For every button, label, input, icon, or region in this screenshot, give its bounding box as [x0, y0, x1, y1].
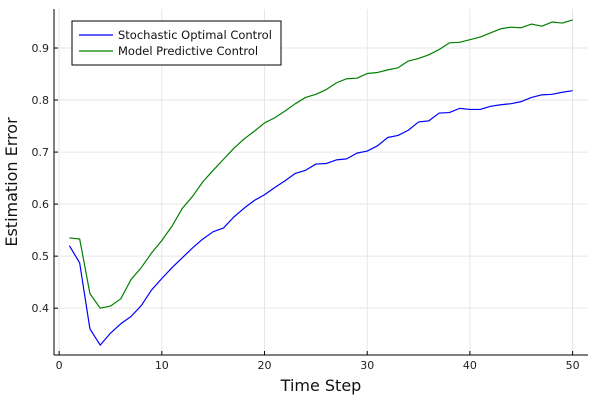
series-line-2 [69, 19, 573, 309]
legend-label: Stochastic Optimal Control [118, 28, 272, 42]
series-line-1 [68, 90, 573, 346]
y-tick-label: 0.8 [32, 94, 50, 107]
data-series [68, 19, 573, 346]
axes [53, 9, 588, 356]
x-tick-label: 0 [56, 359, 63, 372]
y-tick-label: 0.4 [32, 302, 50, 315]
y-tick-label: 0.9 [32, 42, 50, 55]
x-tick-label: 30 [360, 359, 374, 372]
legend-box [71, 20, 282, 66]
x-tick-label: 20 [258, 359, 272, 372]
x-tick-label: 40 [463, 359, 477, 372]
y-tick-label: 0.5 [32, 250, 50, 263]
legend-label: Model Predictive Control [118, 44, 258, 58]
y-tick-label: 0.6 [32, 198, 50, 211]
y-tick-label: 0.7 [32, 146, 50, 159]
x-tick-label: 50 [566, 359, 580, 372]
x-tick-label: 10 [155, 359, 169, 372]
x-axis-title: Time Step [280, 376, 362, 395]
tick-labels: 0 10 20 30 40 50 0.4 0.5 0.6 0.7 0.8 0.9 [32, 42, 580, 372]
legend: Stochastic Optimal Control Model Predicti… [71, 20, 282, 66]
y-axis-title: Estimation Error [2, 117, 21, 247]
